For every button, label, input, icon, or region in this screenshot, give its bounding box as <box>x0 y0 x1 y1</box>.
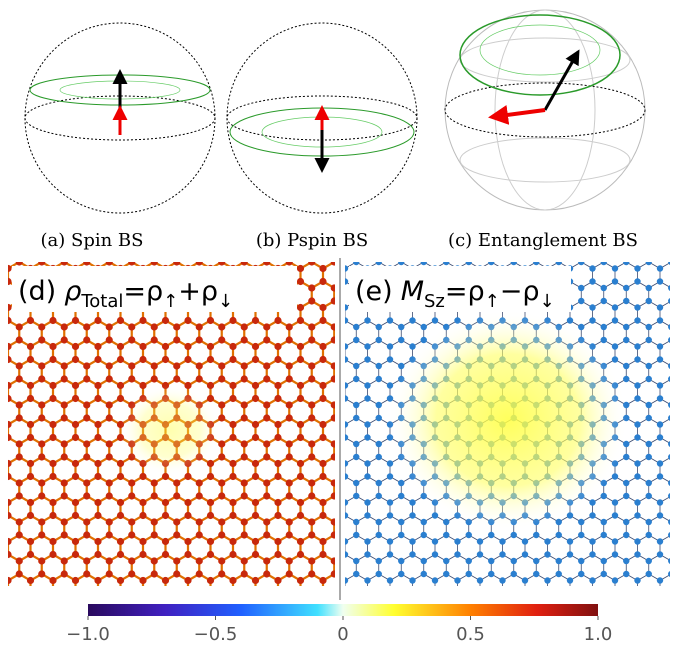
sphere-c <box>445 10 645 210</box>
sphere-a <box>25 23 215 213</box>
colorbar <box>88 604 598 616</box>
tick-label: −0.5 <box>194 624 238 645</box>
caption: (c) Entanglement BS <box>448 230 638 251</box>
tick-label: 1.0 <box>584 624 613 645</box>
subscript: ↑ <box>485 291 500 312</box>
panel-letter: (d) <box>18 276 56 307</box>
formula-part: +ρ <box>178 276 218 307</box>
panel-label: (d) ρTotal=ρ↑+ρ↓ <box>18 276 233 312</box>
caption: (a) Spin BS <box>41 230 144 251</box>
tick-label: −1.0 <box>66 624 110 645</box>
caption: (b) Pspin BS <box>256 230 368 251</box>
formula-part: M <box>401 276 424 307</box>
subscript: Total <box>80 291 123 312</box>
formula-part: ρ <box>64 276 81 307</box>
tick-label: 0.5 <box>456 624 485 645</box>
subscript: Sz <box>424 291 445 312</box>
sphere-b <box>227 23 417 213</box>
figure: (a) Spin BS (b) Pspin BS (c) Entanglemen… <box>0 0 688 648</box>
panel-label: (e) MSz=ρ↑−ρ↓ <box>355 276 555 312</box>
formula-part: =ρ <box>123 276 163 307</box>
density-center <box>120 385 220 475</box>
subscript: ↑ <box>163 291 178 312</box>
formula-part: =ρ <box>445 276 485 307</box>
magnetization-center <box>388 310 628 530</box>
panel-letter: (e) <box>355 276 393 307</box>
tick-label: 0 <box>337 624 348 645</box>
subscript: ↓ <box>218 291 233 312</box>
formula-part: −ρ <box>500 276 540 307</box>
subscript: ↓ <box>539 291 554 312</box>
